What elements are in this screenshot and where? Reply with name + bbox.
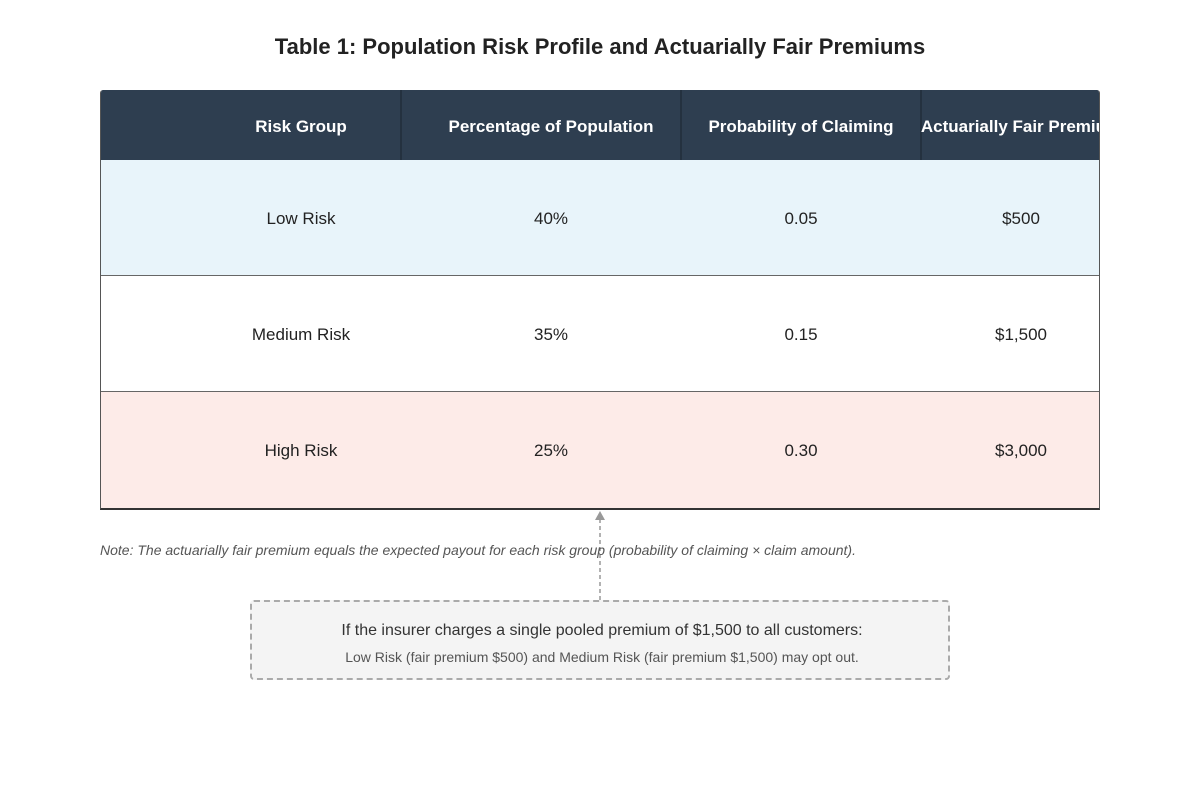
- table-row: Medium Risk 35% 0.15 $1,500: [101, 276, 1099, 392]
- table-cell: $1,500: [995, 325, 1047, 344]
- table-cell: $3,000: [995, 441, 1047, 460]
- table-cell: 0.30: [784, 441, 818, 460]
- header-text: Risk Group: [255, 117, 347, 136]
- table-cell: 0.15: [784, 325, 818, 344]
- table-cell: 35%: [533, 325, 569, 344]
- header-separator: [400, 90, 402, 160]
- table-cell: 40%: [533, 209, 569, 228]
- table-cell: $500: [1002, 209, 1040, 228]
- callout-line: If the insurer charges a single pooled p…: [341, 622, 863, 639]
- header-cell: [681, 90, 921, 160]
- callout: If the insurer charges a single pooled p…: [250, 600, 950, 680]
- header-separator: [680, 90, 682, 160]
- table-cell: Low Risk: [266, 209, 336, 228]
- header-cell: [921, 90, 1099, 160]
- note: Note: The actuarially fair premium equal…: [100, 542, 856, 558]
- header-cell: [401, 90, 681, 160]
- callout-line: Low Risk (fair premium $500) and Medium …: [345, 649, 859, 665]
- table-cell: Medium Risk: [251, 325, 351, 344]
- table-cell: High Risk: [264, 441, 338, 460]
- table-row: Low Risk 40% 0.05 $500: [101, 160, 1099, 276]
- header-text: Probability of Claiming: [708, 117, 894, 136]
- table-row: High Risk 25% 0.30 $3,000: [101, 392, 1099, 508]
- table: Risk Group Percentage of Population Probab…: [100, 90, 1100, 510]
- header-text: Percentage of Population: [448, 117, 654, 136]
- header-row: Risk Group Percentage of Population Probab…: [101, 90, 1099, 160]
- title: Table 1: Population Risk Profile and Act…: [274, 34, 926, 59]
- header-cell: [101, 90, 401, 160]
- table-cell: 25%: [533, 441, 569, 460]
- header-text: Actuarially Fair Premium: [920, 117, 1099, 136]
- header-separator: [920, 90, 922, 160]
- table-cell: 0.05: [784, 209, 818, 228]
